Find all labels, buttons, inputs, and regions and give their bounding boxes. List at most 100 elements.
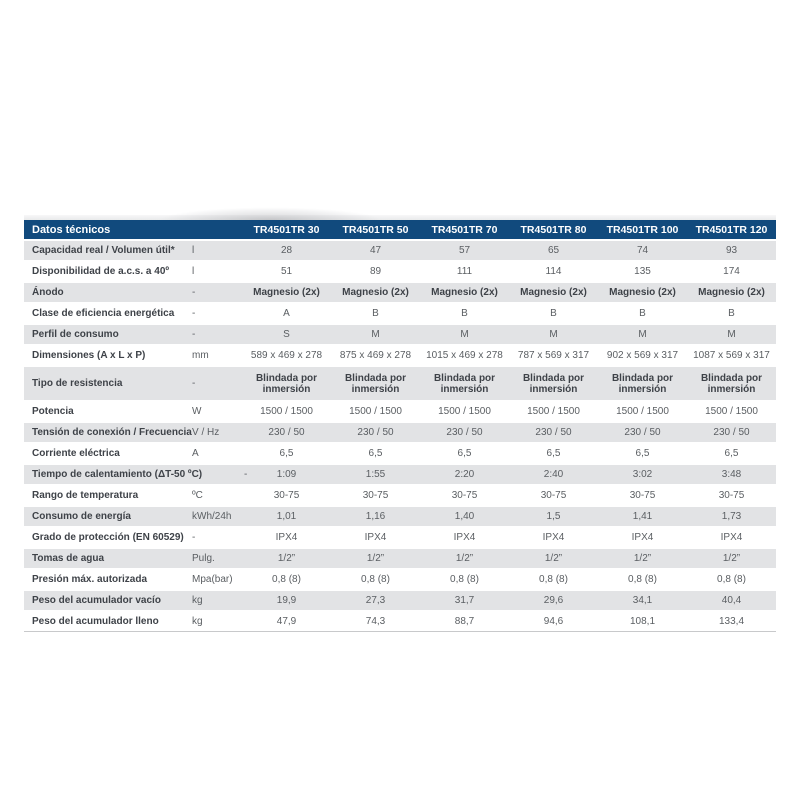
row-unit: A [187, 443, 242, 465]
technical-data-table: Datos técnicos TR4501TR 30 TR4501TR 50 T… [24, 220, 776, 632]
cell-value: 1015 x 469 x 278 [420, 345, 509, 367]
cell-value: 30-75 [242, 485, 331, 507]
cell-value: 3:02 [598, 464, 687, 486]
cell-value: B [420, 303, 509, 325]
cell-value: 589 x 469 x 278 [242, 345, 331, 367]
table-row: Potencia W 1500 / 1500 1500 / 1500 1500 / 15… [24, 401, 776, 423]
model-column-header: TR4501TR 30 [242, 220, 331, 241]
cell-value: 1/2” [509, 548, 598, 570]
cell-value: 230 / 50 [331, 422, 420, 444]
cell-value: 89 [331, 261, 420, 283]
cell-value: M [331, 324, 420, 346]
cell-value: IPX4 [598, 527, 687, 549]
cell-value: Blindada por inmersión [598, 366, 687, 402]
cell-value: 230 / 50 [509, 422, 598, 444]
table-row: Clase de eficiencia energética - A B B B B B [24, 303, 776, 325]
cell-value: 108,1 [598, 611, 687, 632]
cell-value: IPX4 [509, 527, 598, 549]
table-row: Peso del acumulador lleno kg 47,9 74,3 88,7 9… [24, 611, 776, 632]
cell-value: 1500 / 1500 [420, 401, 509, 423]
cell-value: 31,7 [420, 590, 509, 612]
page-curl-shadow [135, 203, 405, 220]
cell-value: 6,5 [509, 443, 598, 465]
model-column-header: TR4501TR 100 [598, 220, 687, 241]
row-label: Peso del acumulador vacío [24, 590, 187, 612]
cell-value: 1/2” [687, 548, 776, 570]
table-row: Tiempo de calentamiento (ΔT-50 ºC) -1:09 1… [24, 464, 776, 486]
cell-value: Blindada por inmersión [687, 366, 776, 402]
model-column-header: TR4501TR 120 [687, 220, 776, 241]
cell-value: 0,8 (8) [509, 569, 598, 591]
cell-value: 1:09 [242, 464, 331, 486]
row-label: Grado de protección (EN 60529) [24, 527, 187, 549]
table-body: Capacidad real / Volumen útil* l 28 47 57 65 7… [24, 240, 776, 632]
cell-value: 29,6 [509, 590, 598, 612]
cell-value: 19,9 [242, 590, 331, 612]
row-unit: V / Hz [187, 422, 242, 444]
cell-value: B [598, 303, 687, 325]
cell-value: Magnesio (2x) [509, 282, 598, 304]
cell-value: 1,41 [598, 506, 687, 528]
cell-value: 1,73 [687, 506, 776, 528]
row-label: Tipo de resistencia [24, 366, 187, 402]
cell-value: Magnesio (2x) [687, 282, 776, 304]
cell-value: 30-75 [687, 485, 776, 507]
cell-value: 6,5 [687, 443, 776, 465]
cell-value: 88,7 [420, 611, 509, 632]
cell-value: 34,1 [598, 590, 687, 612]
row-label: Consumo de energía [24, 506, 187, 528]
cell-value: 1,16 [331, 506, 420, 528]
table-row: Consumo de energía kWh/24h 1,01 1,16 1,40 1,5… [24, 506, 776, 528]
table-row: Ánodo - Magnesio (2x) Magnesio (2x) Magnesio… [24, 282, 776, 304]
cell-value: 174 [687, 261, 776, 283]
table-row: Tensión de conexión / Frecuencia V / Hz 23… [24, 422, 776, 444]
cell-value: Magnesio (2x) [331, 282, 420, 304]
cell-value: 40,4 [687, 590, 776, 612]
cell-value: 0,8 (8) [242, 569, 331, 591]
row-unit: kWh/24h [187, 506, 242, 528]
row-unit: ºC [187, 485, 242, 507]
cell-value: 0,8 (8) [598, 569, 687, 591]
row-unit: kg [187, 611, 242, 632]
cell-value: 1500 / 1500 [687, 401, 776, 423]
cell-value: 93 [687, 240, 776, 262]
cell-value: 1500 / 1500 [242, 401, 331, 423]
cell-value: 1,5 [509, 506, 598, 528]
cell-value: 1087 x 569 x 317 [687, 345, 776, 367]
cell-value: M [687, 324, 776, 346]
row-label: Potencia [24, 401, 187, 423]
cell-value: Blindada por inmersión [242, 366, 331, 402]
cell-value: 135 [598, 261, 687, 283]
table-row: Corriente eléctrica A 6,5 6,5 6,5 6,5 6,5 6,5 [24, 443, 776, 465]
cell-value: B [509, 303, 598, 325]
row-label: Perfil de consumo [24, 324, 187, 346]
cell-value: Magnesio (2x) [598, 282, 687, 304]
cell-value: 1500 / 1500 [509, 401, 598, 423]
row-unit: - [187, 324, 242, 346]
cell-value: 6,5 [242, 443, 331, 465]
row-unit: Mpa(bar) [187, 569, 242, 591]
table-row: Capacidad real / Volumen útil* l 28 47 57 65 7… [24, 240, 776, 262]
cell-value: 114 [509, 261, 598, 283]
cell-value: IPX4 [420, 527, 509, 549]
cell-value: 51 [242, 261, 331, 283]
cell-value: 875 x 469 x 278 [331, 345, 420, 367]
row-label: Clase de eficiencia energética [24, 303, 187, 325]
row-label: Tensión de conexión / Frecuencia [24, 422, 192, 444]
model-column-header: TR4501TR 70 [420, 220, 509, 241]
table-row: Grado de protección (EN 60529) - IPX4 IPX4 I… [24, 527, 776, 549]
cell-value: 1500 / 1500 [331, 401, 420, 423]
row-unit: - [187, 282, 242, 304]
cell-value: 47,9 [242, 611, 331, 632]
cell-value: B [331, 303, 420, 325]
cell-value: 47 [331, 240, 420, 262]
cell-value: 27,3 [331, 590, 420, 612]
row-unit: - [187, 527, 242, 549]
row-unit: Pulg. [187, 548, 242, 570]
table-header-row: Datos técnicos TR4501TR 30 TR4501TR 50 T… [24, 220, 776, 241]
cell-value: Blindada por inmersión [331, 366, 420, 402]
row-unit: - [187, 303, 242, 325]
model-column-header: TR4501TR 80 [509, 220, 598, 241]
cell-value: 1,40 [420, 506, 509, 528]
cell-value: 2:40 [509, 464, 598, 486]
